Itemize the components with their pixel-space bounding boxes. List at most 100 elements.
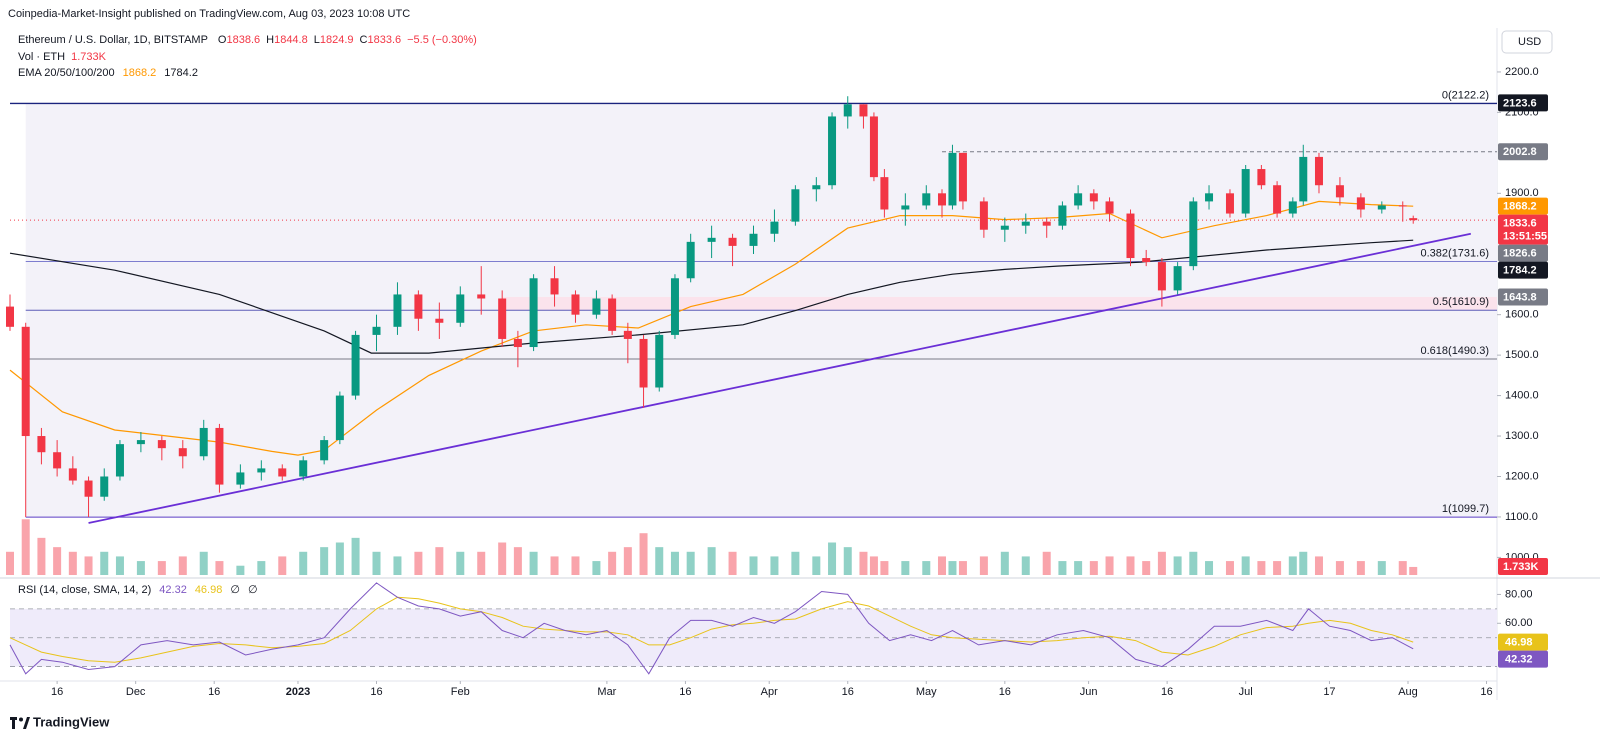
volume-bar (880, 561, 889, 575)
volume-bar (937, 556, 946, 575)
candle-body (922, 193, 931, 206)
candle-body (84, 480, 93, 497)
volume-label: 1.733K (1503, 561, 1539, 573)
brand-logo (10, 717, 30, 729)
volume-bar (1314, 556, 1323, 575)
y-tick-label: 1200.0 (1505, 470, 1539, 482)
legend-ohlc-value: 1838.6 (226, 34, 260, 46)
candle-body (623, 330, 632, 339)
volume-bar (1288, 556, 1297, 575)
candle-body (707, 237, 716, 242)
candle-body (498, 298, 507, 339)
price-label: 2123.6 (1503, 97, 1537, 109)
publisher-line: Coinpedia-Market-Insight published on Tr… (8, 8, 410, 20)
candle-body (812, 185, 821, 190)
candle-body (1000, 225, 1009, 230)
price-label: 2002.8 (1503, 146, 1537, 158)
volume-bar (1042, 551, 1051, 575)
legend-ohlc-value: 1833.6 (367, 34, 401, 46)
volume-bar (335, 542, 344, 575)
volume-bar (1299, 551, 1308, 575)
rsi-legend-value: 46.98 (195, 584, 223, 596)
rsi-line (9, 582, 1414, 675)
volume-bar (1142, 561, 1151, 575)
volume-bar (1398, 561, 1407, 575)
volume-bar (199, 551, 208, 575)
x-tick-label: May (916, 686, 937, 698)
volume-bar (68, 551, 77, 575)
volume-bar (53, 547, 62, 575)
candle-body (1173, 266, 1182, 291)
fib-label: 1(1099.7) (1442, 503, 1489, 515)
x-tick-label: 16 (842, 686, 854, 698)
currency-button[interactable] (1501, 30, 1553, 54)
volume-bar (1126, 556, 1135, 575)
zone (502, 296, 1498, 311)
volume-bar (749, 556, 758, 575)
volume-bar (498, 542, 507, 575)
y-tick-label: 1500.0 (1505, 349, 1539, 361)
legend-volume: Vol · ETH 1.733K (18, 51, 107, 63)
volume-bar (456, 551, 465, 575)
candle-body (1314, 156, 1323, 186)
ema-line (9, 239, 1414, 354)
trendline (88, 232, 1472, 524)
candle-body (1225, 193, 1234, 214)
x-tick-label: Aug (1398, 686, 1418, 698)
candle-body (639, 338, 648, 388)
candle-body (157, 440, 166, 449)
rsi-legend-value: 42.32 (159, 584, 187, 596)
volume-bar (1257, 561, 1266, 575)
candle-body (655, 334, 664, 388)
volume-bar (828, 542, 837, 575)
volume-bar (37, 537, 46, 575)
volume-bar (1157, 551, 1166, 575)
volume-bar (1000, 551, 1009, 575)
y-tick-label: 1900.0 (1505, 187, 1539, 199)
legend-ema-value: 1784.2 (164, 67, 198, 79)
legend-ema-title: EMA 20/50/100/200 (18, 67, 115, 79)
price-label: 1784.2 (1503, 265, 1537, 277)
candle-body (278, 468, 287, 477)
candle-body (435, 318, 444, 323)
volume-bar (351, 537, 360, 575)
candle-body (1335, 185, 1344, 198)
candle-body (351, 334, 360, 396)
candle-body (592, 298, 601, 315)
x-tick-label: Dec (126, 686, 146, 698)
volume-bar (1409, 566, 1418, 575)
volume-bar (639, 533, 648, 575)
volume-bar (393, 556, 402, 575)
legend-volume-title: Vol · ETH (18, 51, 65, 63)
rsi-legend-title: RSI (14, close, SMA, 14, 2) (18, 584, 151, 596)
y-tick-label: 1600.0 (1505, 309, 1539, 321)
volume-bar (571, 556, 580, 575)
candle-body (859, 104, 868, 117)
volume-bar (513, 547, 522, 575)
candle-body (791, 189, 800, 222)
price-label-box (1498, 143, 1548, 161)
candle-body (550, 278, 559, 295)
candle-body (1377, 205, 1386, 210)
candle-body (937, 193, 946, 206)
volume-bar (901, 561, 910, 575)
legend-ema: EMA 20/50/100/200 1868.2 1784.2 (18, 67, 198, 79)
x-tick-label: 2023 (286, 686, 310, 698)
rsi-legend-empty: ∅ (230, 584, 240, 596)
y-tick-label: 1100.0 (1505, 511, 1538, 523)
volume-bar (236, 565, 245, 575)
candle-body (1142, 258, 1151, 263)
volume-bar (728, 551, 737, 575)
candle-body (414, 294, 423, 319)
volume-bar (477, 551, 486, 575)
candle-body (828, 116, 837, 186)
volume-bar (770, 556, 779, 575)
candle-body (1398, 205, 1407, 207)
candle-body (199, 427, 208, 457)
legend-volume-value: 1.733K (71, 51, 107, 63)
candle-body (335, 395, 344, 441)
price-label-box (1498, 244, 1548, 262)
x-tick-label: Jul (1239, 686, 1253, 698)
currency-label[interactable]: USD (1518, 36, 1541, 48)
volume-bar (178, 556, 187, 575)
